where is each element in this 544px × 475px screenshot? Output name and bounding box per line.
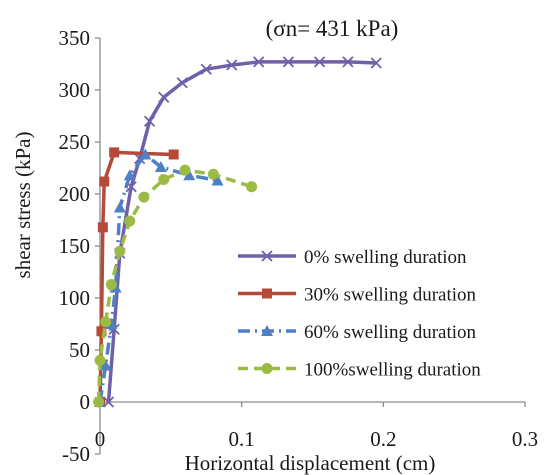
data-point [253, 56, 265, 68]
y-tick-label: 350 [59, 26, 91, 50]
data-point [138, 191, 150, 203]
data-point [183, 169, 196, 181]
legend-marker [261, 250, 273, 262]
data-point [370, 57, 382, 69]
data-point [94, 354, 106, 366]
data-point [114, 245, 126, 257]
data-point [93, 396, 105, 408]
legend-marker [262, 288, 272, 299]
data-point [139, 148, 152, 160]
data-point [99, 359, 112, 371]
y-tick-label: 250 [59, 130, 91, 154]
series-3 [94, 148, 224, 407]
x-tick-label: 0.2 [370, 427, 396, 451]
data-point [99, 176, 110, 187]
data-point [100, 316, 112, 328]
data-point [313, 56, 326, 68]
data-point [342, 56, 354, 68]
data-point [105, 278, 117, 290]
y-tick-label: 100 [59, 286, 91, 310]
data-point [143, 115, 156, 127]
data-point [211, 174, 224, 186]
y-tick-label: 150 [59, 234, 91, 258]
series-4 [93, 164, 258, 408]
x-tick-label: 0 [95, 427, 106, 451]
normal-stress-annotation: (σn= 431 kPa) [266, 16, 399, 41]
legend-marker [261, 325, 273, 336]
y-tick-label: 300 [59, 78, 91, 102]
data-point [207, 168, 219, 180]
data-point [226, 59, 238, 71]
data-point [154, 160, 167, 172]
series-line [98, 150, 174, 403]
y-tick-label: -50 [62, 442, 90, 466]
legend: 0% swelling duration 30% swelling duratio… [238, 247, 481, 381]
legend-label: 100%swelling duration [304, 360, 481, 381]
data-point [158, 91, 170, 103]
legend-marker [261, 363, 273, 374]
legend-label: 0% swelling duration [304, 247, 467, 268]
legend-label: 60% swelling duration [304, 322, 477, 343]
data-point [102, 396, 115, 408]
data-point [113, 201, 126, 213]
series-layer [93, 56, 382, 408]
series-1 [102, 56, 382, 408]
data-point [158, 173, 170, 185]
data-point [96, 326, 107, 337]
series-line [98, 152, 218, 403]
legend-label: 30% swelling duration [304, 285, 477, 306]
x-axis-label: Horizontal displacement (cm) [185, 451, 436, 475]
data-point [176, 77, 188, 89]
data-point [246, 181, 258, 193]
x-tick-label: 0.3 [512, 427, 538, 451]
data-point [124, 215, 136, 227]
y-axis-label: shear stress (kPa) [11, 132, 35, 279]
data-point [179, 164, 191, 176]
data-point [123, 169, 136, 181]
y-tick-label: 50 [69, 338, 90, 362]
y-tick-label: 0 [80, 390, 91, 414]
data-point [97, 222, 108, 233]
data-point [200, 63, 212, 75]
series-line [106, 60, 377, 403]
y-tick-label: 200 [59, 182, 91, 206]
data-point [109, 147, 120, 158]
data-point [168, 149, 179, 160]
x-tick-label: 0.1 [229, 427, 255, 451]
data-point [282, 56, 295, 68]
